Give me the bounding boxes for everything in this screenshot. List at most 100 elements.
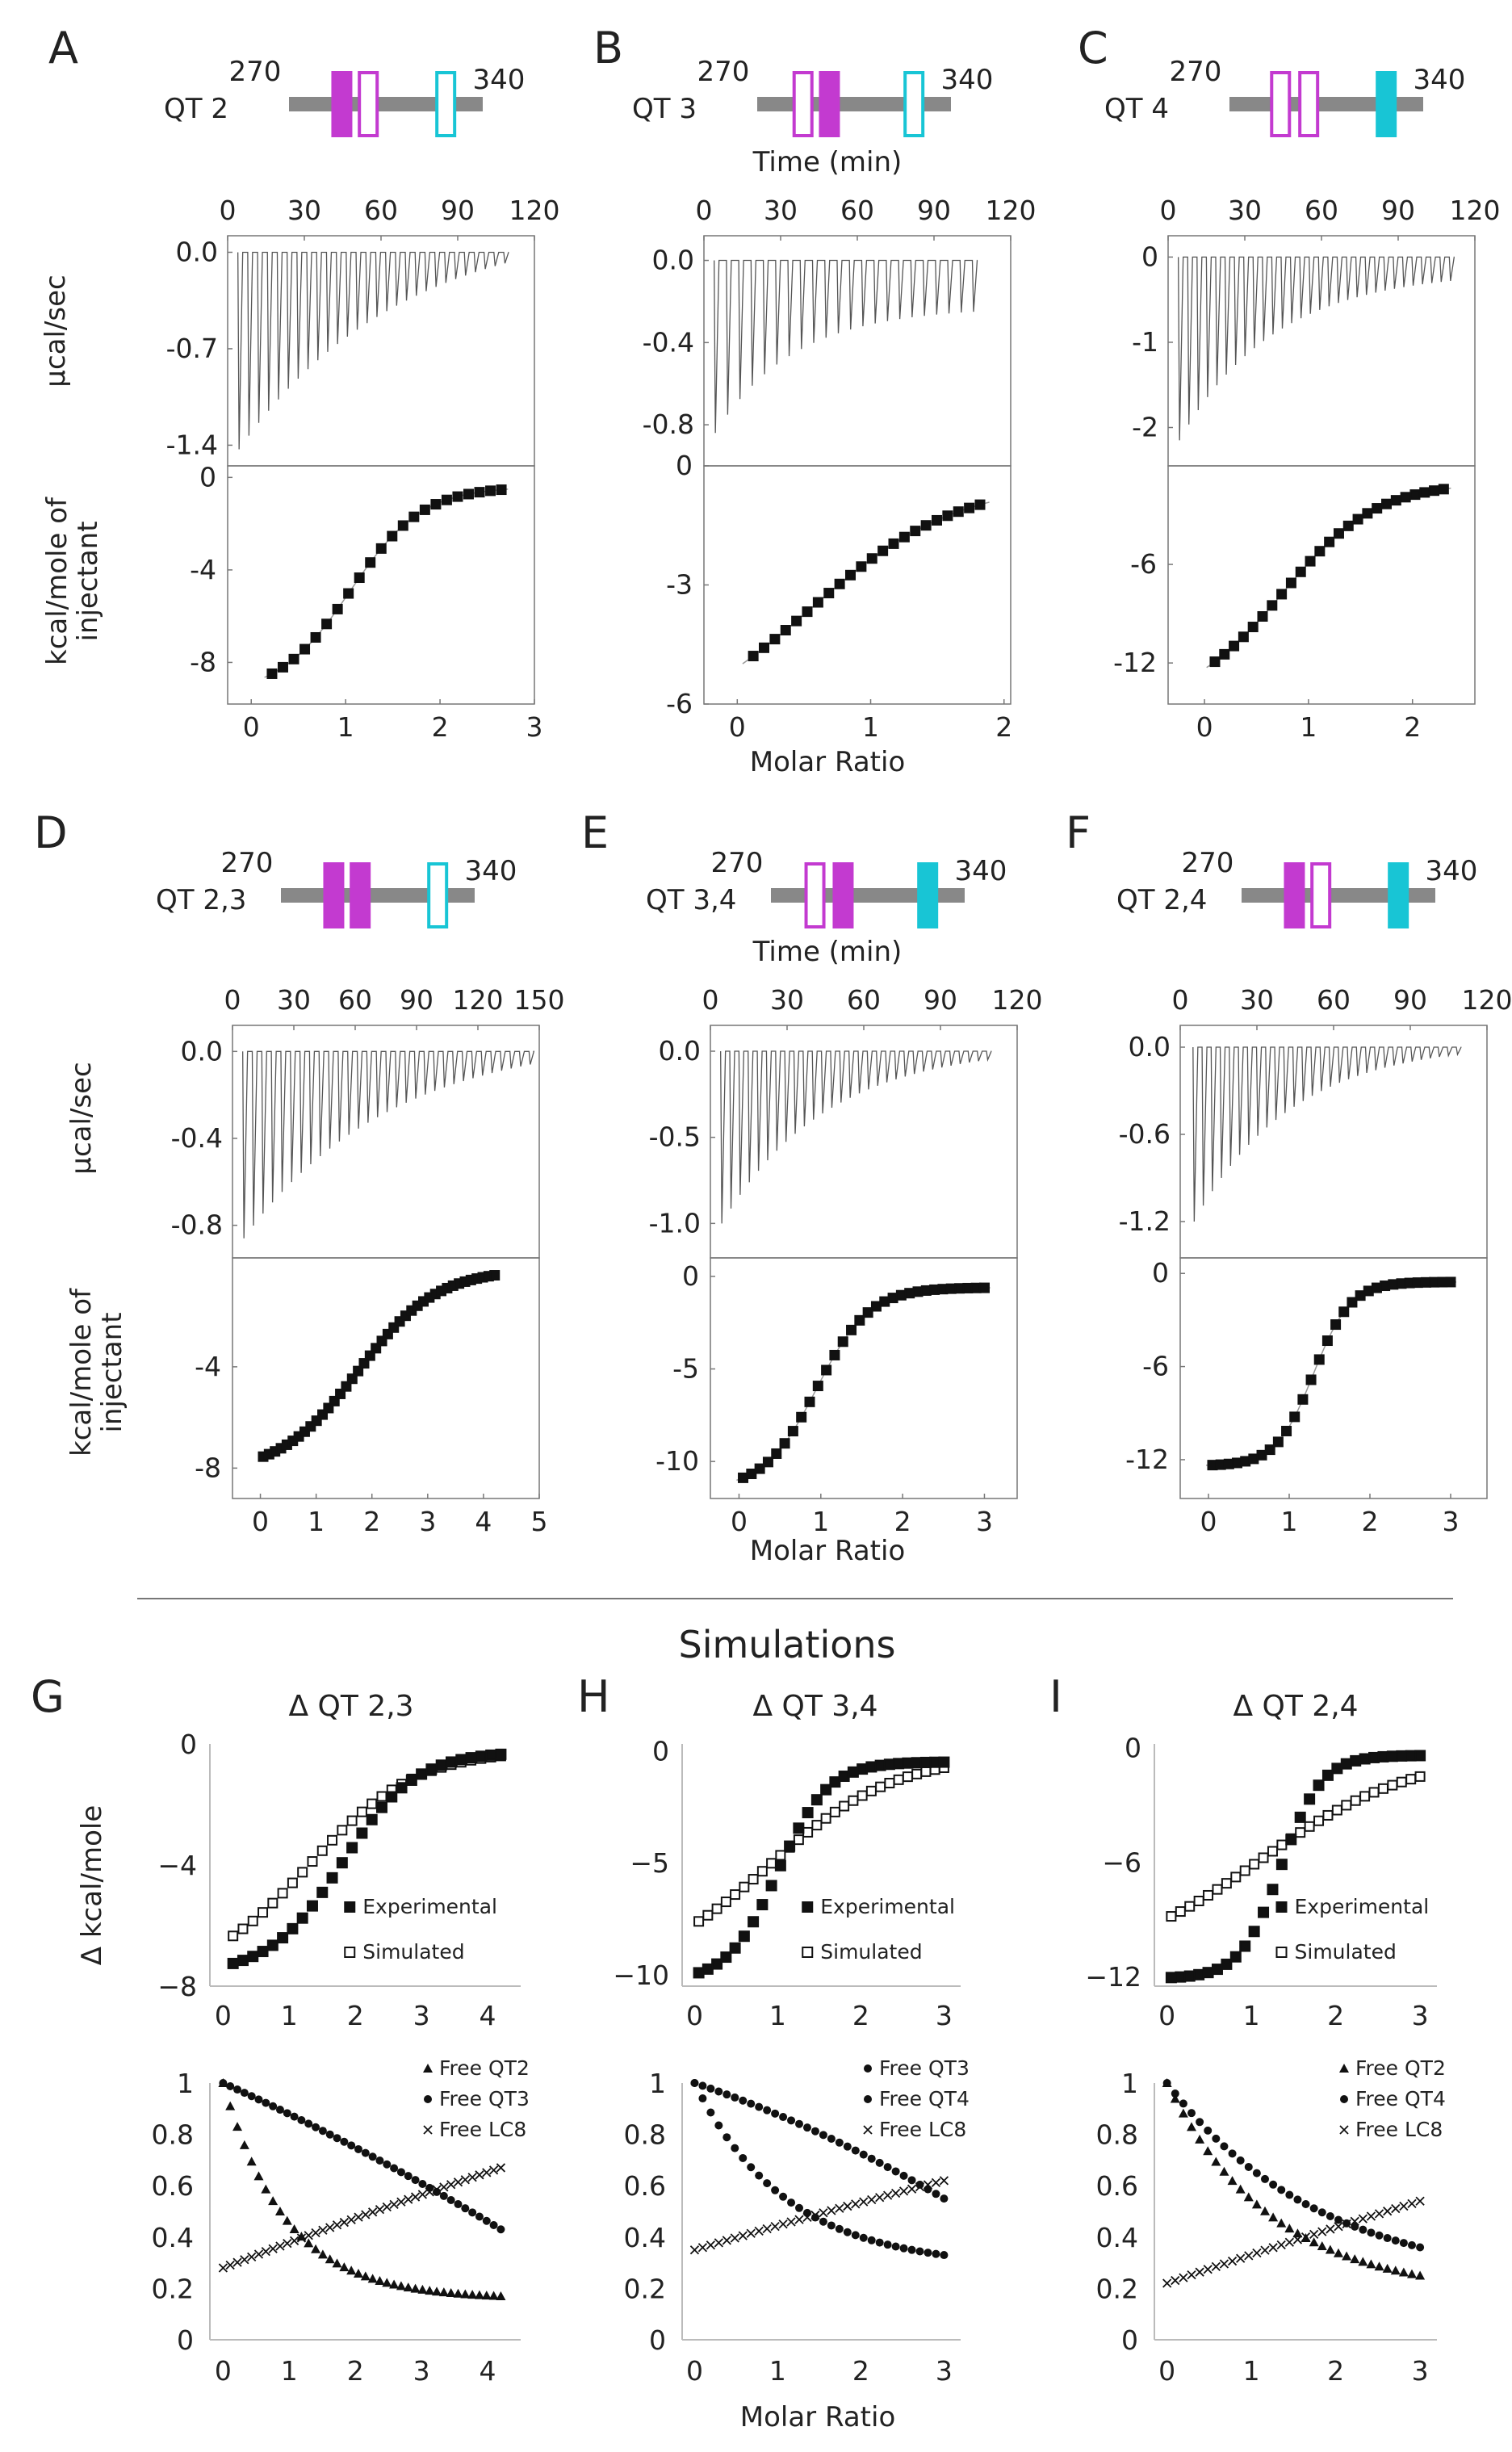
motif-box bbox=[1376, 71, 1397, 137]
iso-frame bbox=[1167, 465, 1476, 705]
species-point bbox=[1276, 2240, 1286, 2250]
species-point bbox=[1260, 2245, 1270, 2255]
simulated-point bbox=[1359, 1791, 1371, 1802]
simulated-point bbox=[316, 1845, 328, 1856]
panel-title: Δ QT 2,3 bbox=[288, 1690, 413, 1723]
experimental-point bbox=[793, 1822, 805, 1834]
species-point bbox=[755, 2102, 764, 2111]
species-point bbox=[246, 2157, 257, 2166]
species-point bbox=[1326, 2212, 1334, 2221]
species-point bbox=[454, 2200, 463, 2209]
legend-experimental-label: Experimental bbox=[820, 1895, 955, 1918]
simulated-point bbox=[1212, 1884, 1223, 1895]
experimental-point bbox=[1368, 1751, 1380, 1763]
species-point bbox=[475, 2170, 484, 2180]
species-point bbox=[396, 2168, 405, 2177]
species-point bbox=[819, 2131, 827, 2140]
species-point bbox=[875, 2193, 885, 2203]
species-x-tick: 1 bbox=[1243, 2355, 1260, 2387]
species-point bbox=[1391, 2236, 1400, 2245]
raw-x-tick: 90 bbox=[924, 984, 957, 1016]
species-point bbox=[496, 2163, 506, 2173]
panel-title: Δ QT 2,4 bbox=[1233, 1690, 1358, 1723]
svg-text:injectant: injectant bbox=[96, 1312, 128, 1432]
species-point bbox=[697, 2243, 708, 2253]
sim-y-tick: 0 bbox=[180, 1729, 197, 1760]
species-point bbox=[698, 2094, 707, 2103]
species-point bbox=[1277, 2186, 1286, 2194]
raw-y-tick: -0.5 bbox=[649, 1121, 701, 1153]
species-point bbox=[404, 2172, 413, 2181]
simulated-point bbox=[1368, 1787, 1380, 1798]
simulated-point bbox=[1350, 1795, 1361, 1806]
species-point bbox=[763, 2106, 772, 2115]
iso-point bbox=[837, 1336, 848, 1348]
simulated-point bbox=[775, 1850, 786, 1861]
raw-y-tick: -0.8 bbox=[171, 1209, 223, 1241]
raw-x-tick: 120 bbox=[986, 195, 1037, 226]
iso-y-tick: -10 bbox=[655, 1445, 699, 1477]
iso-point bbox=[1419, 487, 1430, 498]
legend-simulated-label: Simulated bbox=[1295, 1940, 1397, 1964]
species-point bbox=[304, 2119, 313, 2128]
raw-x-tick: 90 bbox=[400, 984, 433, 1016]
species-point bbox=[722, 2236, 731, 2245]
simulated-point bbox=[802, 1826, 814, 1838]
raw-y-tick: 0.0 bbox=[659, 1035, 701, 1067]
species-x-tick: 1 bbox=[769, 2355, 786, 2387]
species-point bbox=[333, 2134, 341, 2143]
species-point bbox=[1261, 2174, 1270, 2183]
species-point bbox=[339, 2262, 350, 2272]
legend-experimental-marker bbox=[802, 1901, 814, 1913]
svg-text:Δ kcal/mole: Δ kcal/mole bbox=[76, 1805, 108, 1965]
simulated-point bbox=[829, 1806, 840, 1817]
iso-point bbox=[323, 1402, 334, 1414]
iso-point bbox=[1305, 555, 1316, 567]
species-legend-label: Free QT4 bbox=[1355, 2087, 1446, 2110]
species-point bbox=[269, 2102, 278, 2110]
species-y-tick: 0.2 bbox=[624, 2273, 666, 2304]
motif-box bbox=[331, 71, 353, 137]
experimental-point bbox=[702, 1963, 714, 1975]
raw-x-tick: 30 bbox=[277, 984, 311, 1016]
raw-x-tick: 30 bbox=[1228, 195, 1262, 226]
species-point bbox=[354, 2144, 362, 2153]
species-point bbox=[1334, 2222, 1343, 2232]
experimental-point bbox=[829, 1776, 841, 1788]
iso-point bbox=[804, 1396, 815, 1407]
iso-point bbox=[441, 494, 452, 505]
region-start-label: 270 bbox=[1170, 56, 1222, 88]
iso-y-tick: -3 bbox=[666, 569, 693, 601]
iso-x-tick: 5 bbox=[531, 1506, 548, 1537]
species-point bbox=[899, 2171, 908, 2180]
simulated-point bbox=[1313, 1815, 1325, 1826]
species-x-tick: 1 bbox=[281, 2355, 298, 2387]
species-point bbox=[289, 2224, 299, 2233]
species-point bbox=[1269, 2180, 1278, 2189]
raw-y-tick: -0.4 bbox=[643, 326, 694, 358]
species-point bbox=[1284, 2224, 1295, 2233]
iso-y-tick: 0 bbox=[682, 1260, 699, 1292]
species-point bbox=[1171, 2089, 1179, 2098]
iso-point bbox=[358, 1358, 370, 1369]
simulated-point bbox=[1341, 1800, 1352, 1811]
iso-point bbox=[1333, 528, 1344, 539]
simulated-point bbox=[711, 1903, 722, 1914]
iso-point bbox=[802, 606, 813, 618]
iso-point bbox=[1347, 1297, 1358, 1308]
svg-text:injectant: injectant bbox=[72, 521, 104, 641]
species-point bbox=[1162, 2079, 1171, 2087]
raw-x-tick: 60 bbox=[338, 984, 372, 1016]
simulated-point bbox=[911, 1768, 923, 1779]
iso-x-tick: 2 bbox=[432, 711, 449, 743]
experimental-point bbox=[857, 1763, 869, 1775]
species-point bbox=[1383, 2207, 1393, 2216]
experimental-point bbox=[336, 1857, 348, 1869]
simulated-point bbox=[1193, 1895, 1204, 1906]
species-x-tick: 0 bbox=[215, 2355, 232, 2387]
iso-point bbox=[780, 625, 791, 636]
species-point bbox=[1317, 2241, 1327, 2251]
experimental-point bbox=[346, 1842, 358, 1854]
iso-y-tick: -6 bbox=[1142, 1351, 1169, 1382]
